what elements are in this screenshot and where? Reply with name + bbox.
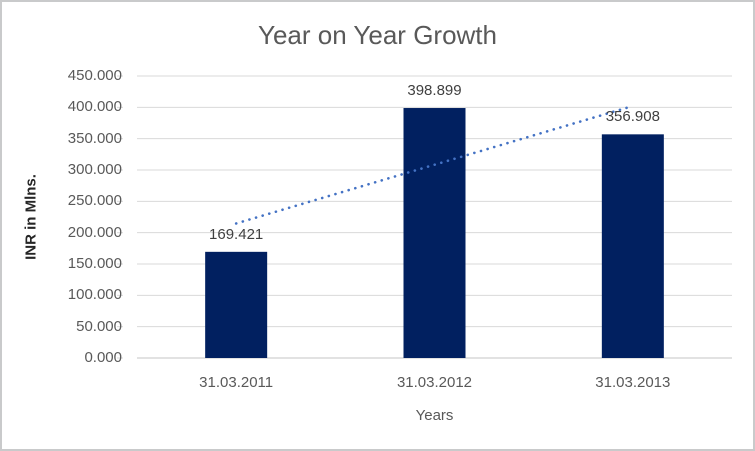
bar xyxy=(601,134,664,358)
y-tick-label: 150.000 xyxy=(67,255,122,272)
bar xyxy=(205,251,268,358)
bar-data-label: 169.421 xyxy=(209,225,264,243)
y-tick-label: 0.000 xyxy=(84,349,122,366)
bar-data-label: 398.899 xyxy=(407,82,462,100)
y-tick-label: 250.000 xyxy=(67,192,122,210)
y-tick-label: 100.000 xyxy=(67,286,122,304)
y-tick-label: 400.000 xyxy=(67,98,122,116)
bar xyxy=(403,108,466,359)
y-axis-title: INR in Mlns. xyxy=(22,174,40,260)
y-tick-label: 450.000 xyxy=(67,67,122,84)
category-label: 31.03.2013 xyxy=(595,374,671,391)
chart-title: Year on Year Growth xyxy=(258,20,497,50)
bar-data-label: 356.908 xyxy=(605,108,660,126)
category-label: 31.03.2011 xyxy=(199,374,274,391)
x-axis-title: Years xyxy=(415,407,454,424)
category-label: 31.03.2012 xyxy=(396,374,473,391)
y-tick-label: 350.000 xyxy=(67,129,122,147)
y-tick-label: 300.000 xyxy=(67,161,122,178)
y-tick-label: 200.000 xyxy=(67,223,122,241)
y-tick-label: 50.000 xyxy=(76,317,122,335)
trendline xyxy=(234,104,635,225)
